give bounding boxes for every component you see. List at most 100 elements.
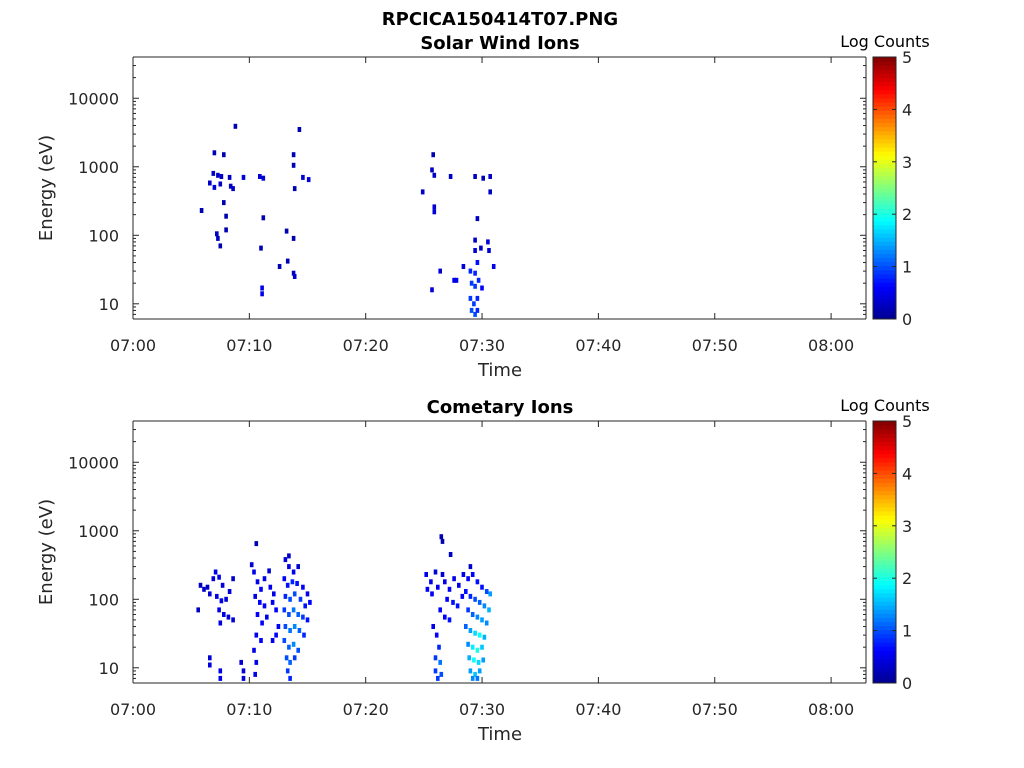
heatmap-cell bbox=[297, 127, 302, 132]
colorbar-segment bbox=[873, 77, 896, 83]
x-tick-label: 07:40 bbox=[575, 700, 621, 719]
colorbar-segment bbox=[873, 220, 896, 226]
heatmap-cell bbox=[448, 552, 453, 557]
colorbar-segment bbox=[873, 552, 896, 557]
heatmap-cell bbox=[274, 632, 278, 638]
colorbar-segment bbox=[873, 282, 896, 287]
colorbar-segment bbox=[873, 457, 896, 463]
heatmap-cell bbox=[454, 277, 459, 283]
colorbar-segment bbox=[873, 134, 896, 140]
colorbar-segment bbox=[873, 601, 896, 606]
colorbar: 0 1 2 3 4 5 bbox=[872, 48, 912, 329]
heatmap-cell bbox=[224, 227, 228, 233]
heatmap-cell bbox=[224, 596, 228, 602]
heatmap-cell bbox=[424, 572, 428, 577]
x-tick-label: 07:10 bbox=[226, 336, 272, 355]
heatmap-cell bbox=[468, 295, 473, 301]
heatmap-cell bbox=[448, 174, 453, 179]
colorbar-segment bbox=[873, 425, 896, 430]
heatmap-cell bbox=[258, 599, 262, 605]
y-tick-label: 100 bbox=[88, 590, 119, 609]
colorbar-segment bbox=[873, 494, 896, 500]
heatmap-cell bbox=[252, 569, 256, 575]
colorbar-segment bbox=[873, 265, 896, 271]
heatmap-cell bbox=[285, 668, 290, 674]
heatmap-cell bbox=[258, 174, 262, 179]
heatmap-cell bbox=[472, 657, 476, 663]
heatmap-cell bbox=[469, 307, 474, 313]
heatmap-cell bbox=[297, 628, 302, 633]
heatmap-cell bbox=[438, 268, 442, 274]
y-tick-label: 10000 bbox=[68, 89, 119, 108]
heatmap-cell bbox=[488, 189, 492, 195]
heatmap-cell bbox=[219, 174, 224, 179]
heatmap-cell bbox=[202, 586, 206, 592]
heatmap-cell bbox=[227, 174, 232, 180]
heatmap-cell bbox=[468, 628, 473, 633]
heatmap-cell bbox=[486, 239, 490, 245]
heatmap-cell bbox=[301, 174, 305, 180]
y-tick-label: 1000 bbox=[78, 158, 119, 177]
heatmap-cell bbox=[254, 541, 259, 547]
colorbar-segment bbox=[873, 171, 896, 177]
heatmap-cell bbox=[265, 614, 269, 620]
heatmap-cell bbox=[241, 675, 246, 681]
colorbar-segment bbox=[873, 69, 896, 74]
colorbar-segment bbox=[873, 126, 896, 132]
heatmap-cell bbox=[432, 204, 437, 210]
heatmap-cell bbox=[222, 152, 226, 158]
heatmap-cell bbox=[199, 208, 204, 213]
colorbar-tick-label: 2 bbox=[902, 569, 912, 588]
colorbar-segment bbox=[873, 433, 896, 438]
heatmap-cell bbox=[208, 655, 212, 661]
heatmap-cell bbox=[218, 181, 223, 187]
heatmap-cell bbox=[215, 593, 219, 599]
colorbar-segment bbox=[873, 617, 896, 623]
colorbar-tick-label: 5 bbox=[902, 48, 912, 67]
heatmap-cell bbox=[296, 612, 300, 617]
colorbar-segment bbox=[873, 85, 896, 91]
heatmap-cell bbox=[470, 675, 475, 681]
heatmap-cell bbox=[283, 624, 288, 629]
colorbar-segment bbox=[873, 208, 896, 214]
heatmap-cell bbox=[468, 668, 473, 674]
colorbar-segment bbox=[873, 429, 896, 434]
heatmap-cell bbox=[487, 607, 491, 613]
colorbar-segment bbox=[873, 130, 896, 136]
colorbar-segment bbox=[873, 421, 896, 426]
heatmap-cell bbox=[226, 614, 231, 620]
heatmap-cell bbox=[260, 285, 264, 291]
x-tick-label: 07:30 bbox=[459, 336, 505, 355]
colorbar-segment bbox=[873, 535, 896, 541]
heatmap-cell bbox=[480, 644, 484, 650]
colorbar-segment bbox=[873, 151, 896, 156]
heatmap-cell bbox=[305, 617, 310, 623]
colorbar-segment bbox=[873, 114, 896, 119]
colorbar-segment bbox=[873, 519, 896, 524]
heatmap-cell bbox=[287, 564, 291, 570]
heatmap-cell bbox=[443, 579, 447, 585]
colorbar-tick-label: 1 bbox=[902, 622, 912, 641]
heatmap-cell bbox=[473, 671, 477, 677]
colorbar-segment bbox=[873, 110, 896, 115]
y-tick-label: 10 bbox=[99, 659, 119, 678]
colorbar-tick-label: 4 bbox=[902, 100, 912, 119]
heatmap-cell bbox=[432, 172, 437, 178]
heatmap-cell bbox=[270, 599, 275, 605]
heatmap-cell bbox=[306, 177, 311, 183]
colorbar-segment bbox=[873, 306, 896, 312]
heatmap-cell bbox=[215, 231, 219, 237]
heatmap-cell bbox=[431, 152, 435, 158]
colorbar-segment bbox=[873, 502, 896, 508]
colorbar-segment bbox=[873, 204, 896, 209]
colorbar-tick-label: 0 bbox=[902, 310, 912, 329]
colorbar-segment bbox=[873, 674, 896, 680]
colorbar-segment bbox=[873, 138, 896, 144]
heatmap-cell bbox=[477, 632, 482, 638]
heatmap-cell bbox=[288, 596, 292, 602]
heatmap-cell bbox=[283, 593, 288, 599]
heatmap-cell bbox=[212, 150, 217, 156]
heatmap-cell bbox=[433, 668, 438, 674]
colorbar-segment bbox=[873, 506, 896, 512]
heatmap-cell bbox=[488, 591, 492, 597]
